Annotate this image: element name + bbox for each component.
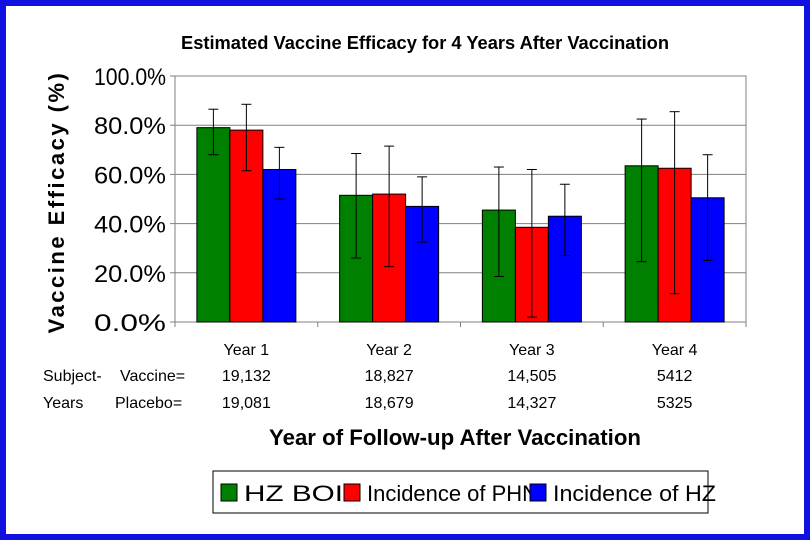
bar-hz-boi-year-1 <box>196 127 231 323</box>
chart-title: Estimated Vaccine Efficacy for 4 Years A… <box>181 33 669 53</box>
legend: HZ BOI Incidence of PHN Incidence of HZ <box>212 470 716 514</box>
legend-swatch <box>343 483 361 502</box>
vaccine-subject-years: 5412 <box>657 368 693 385</box>
legend-entry: Incidence of PHN <box>367 481 538 506</box>
placebo-row-label: Placebo= <box>115 395 182 412</box>
y-tick-label: 40.0% <box>94 212 166 239</box>
vaccine-subject-years: 18,827 <box>365 368 414 385</box>
y-tick-label: 100.0% <box>94 64 166 91</box>
x-tick-label: Year 4 <box>652 342 698 359</box>
legend-box <box>212 470 709 514</box>
subject-years-values: 19,132 19,081 18,827 18,679 14,505 14,327 5412… <box>222 368 693 412</box>
x-tick-label: Year 3 <box>509 342 555 359</box>
placebo-subject-years: 14,327 <box>507 395 556 412</box>
placebo-subject-years: 18,679 <box>365 395 414 412</box>
x-tick-label: Year 2 <box>366 342 412 359</box>
subject-years-label-line2: Years <box>43 395 83 412</box>
subject-years-label-line1: Subject- <box>43 368 102 385</box>
vaccine-subject-years: 19,132 <box>222 368 271 385</box>
y-tick-label: 20.0% <box>94 261 166 288</box>
legend-entry: Incidence of HZ <box>553 481 716 506</box>
x-tick-labels: Year 1 Year 2 Year 3 Year 4 <box>174 322 747 359</box>
y-tick-label: 0.0% <box>94 310 166 337</box>
y-axis-label: Vaccine Efficacy (%) <box>44 71 69 334</box>
vaccine-subject-years: 14,505 <box>507 368 556 385</box>
x-tick-label: Year 1 <box>224 342 270 359</box>
bars <box>196 103 725 323</box>
chart-panel: Estimated Vaccine Efficacy for 4 Years A… <box>6 6 804 534</box>
y-tick-label: 60.0% <box>94 162 166 189</box>
legend-swatch <box>220 483 238 502</box>
bar-chart: Estimated Vaccine Efficacy for 4 Years A… <box>43 33 747 514</box>
y-tick-labels: 100.0% 80.0% 60.0% 40.0% 20.0% 0.0% <box>94 64 166 337</box>
y-tick-label: 80.0% <box>94 113 166 140</box>
placebo-subject-years: 19,081 <box>222 395 271 412</box>
legend-entry: HZ BOI <box>244 481 343 506</box>
placebo-subject-years: 5325 <box>657 395 693 412</box>
legend-swatch <box>529 483 547 502</box>
x-axis-label: Year of Follow-up After Vaccination <box>269 425 641 450</box>
vaccine-row-label: Vaccine= <box>120 368 185 385</box>
